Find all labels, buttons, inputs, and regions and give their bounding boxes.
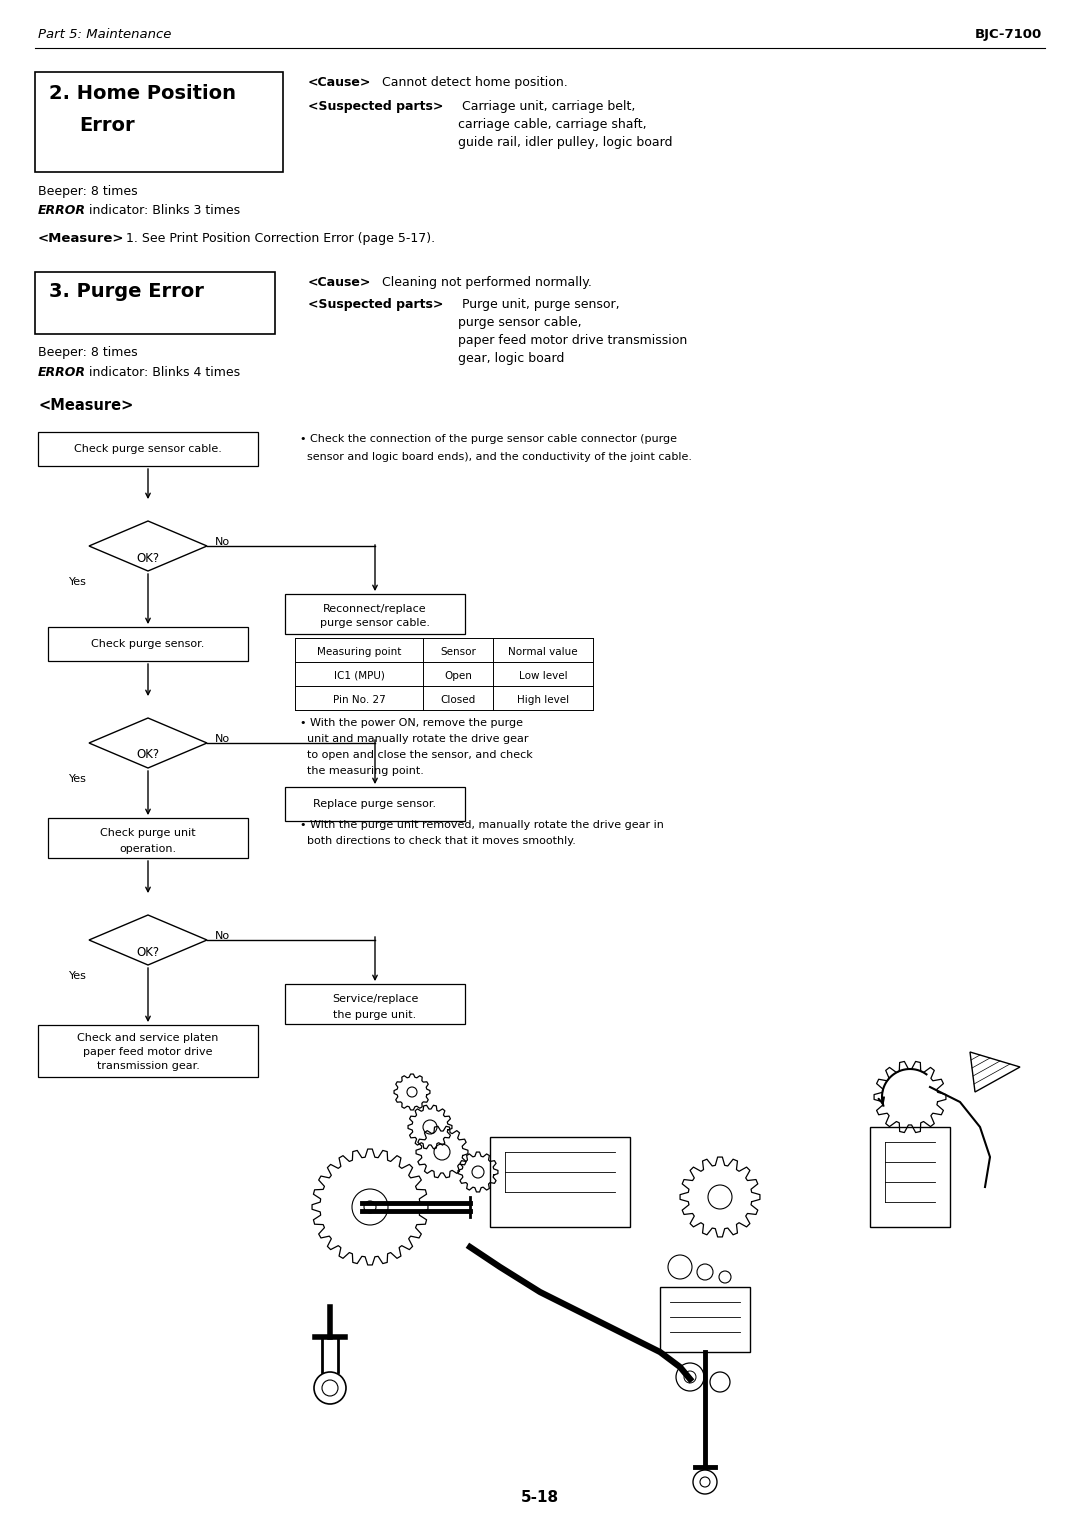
Text: • With the power ON, remove the purge: • With the power ON, remove the purge — [300, 718, 523, 727]
Text: Low level: Low level — [518, 671, 567, 681]
Bar — [660, 1287, 750, 1352]
Text: Sensor: Sensor — [440, 646, 476, 657]
Text: Measuring point: Measuring point — [316, 646, 401, 657]
Text: guide rail, idler pulley, logic board: guide rail, idler pulley, logic board — [458, 136, 673, 150]
Text: Part 5: Maintenance: Part 5: Maintenance — [38, 28, 172, 41]
Text: Service/replace: Service/replace — [332, 995, 418, 1004]
Text: Check purge sensor cable.: Check purge sensor cable. — [75, 445, 221, 454]
Text: Pin No. 27: Pin No. 27 — [333, 695, 386, 704]
Text: to open and close the sensor, and check: to open and close the sensor, and check — [300, 750, 532, 759]
Text: purge sensor cable.: purge sensor cable. — [320, 617, 430, 628]
Text: Yes: Yes — [69, 775, 86, 784]
Bar — [38, 432, 258, 466]
Bar — [490, 1137, 630, 1227]
Text: Replace purge sensor.: Replace purge sensor. — [313, 799, 436, 808]
Text: Closed: Closed — [441, 695, 475, 704]
Text: <Cause>: <Cause> — [308, 277, 372, 289]
Text: Purge unit, purge sensor,: Purge unit, purge sensor, — [458, 298, 620, 312]
Text: the measuring point.: the measuring point. — [300, 766, 423, 776]
Text: <Suspected parts>: <Suspected parts> — [308, 298, 444, 312]
Text: sensor and logic board ends), and the conductivity of the joint cable.: sensor and logic board ends), and the co… — [300, 452, 692, 461]
Polygon shape — [89, 718, 207, 769]
Text: Beeper: 8 times: Beeper: 8 times — [38, 185, 137, 199]
Text: Yes: Yes — [69, 578, 86, 587]
Text: 2. Home Position: 2. Home Position — [49, 84, 237, 102]
Bar — [35, 272, 275, 335]
Text: indicator: Blinks 4 times: indicator: Blinks 4 times — [85, 367, 240, 379]
Text: 5-18: 5-18 — [521, 1490, 559, 1505]
Bar — [285, 984, 465, 1024]
Text: <Measure>: <Measure> — [38, 397, 133, 413]
Bar — [35, 72, 283, 173]
Bar — [870, 1128, 950, 1227]
Text: carriage cable, carriage shaft,: carriage cable, carriage shaft, — [458, 118, 647, 131]
Text: unit and manually rotate the drive gear: unit and manually rotate the drive gear — [300, 733, 528, 744]
Text: paper feed motor drive: paper feed motor drive — [83, 1047, 213, 1057]
Bar — [285, 787, 465, 821]
Text: Cleaning not performed normally.: Cleaning not performed normally. — [378, 277, 592, 289]
Text: <Measure>: <Measure> — [38, 232, 124, 244]
Text: No: No — [215, 931, 230, 941]
Text: paper feed motor drive transmission: paper feed motor drive transmission — [458, 335, 687, 347]
Text: transmission gear.: transmission gear. — [96, 1060, 200, 1071]
Text: IC1 (MPU): IC1 (MPU) — [334, 671, 384, 681]
Text: OK?: OK? — [136, 749, 160, 761]
Text: Reconnect/replace: Reconnect/replace — [323, 604, 427, 614]
Text: 1. See Print Position Correction Error (page 5-17).: 1. See Print Position Correction Error (… — [118, 232, 435, 244]
Polygon shape — [89, 521, 207, 571]
Text: both directions to check that it moves smoothly.: both directions to check that it moves s… — [300, 836, 576, 847]
Text: <Suspected parts>: <Suspected parts> — [308, 99, 444, 113]
Bar — [48, 817, 248, 859]
Bar — [48, 626, 248, 662]
Text: Cannot detect home position.: Cannot detect home position. — [378, 76, 568, 89]
Text: ERROR: ERROR — [38, 367, 86, 379]
Text: Check purge unit: Check purge unit — [100, 828, 195, 837]
Polygon shape — [89, 915, 207, 966]
Text: • Check the connection of the purge sensor cable connector (purge: • Check the connection of the purge sens… — [300, 434, 677, 445]
Bar — [285, 594, 465, 634]
Bar — [38, 1025, 258, 1077]
Text: 3. Purge Error: 3. Purge Error — [49, 283, 204, 301]
Text: No: No — [215, 536, 230, 547]
Text: Open: Open — [444, 671, 472, 681]
Text: BJC-7100: BJC-7100 — [975, 28, 1042, 41]
Text: Normal value: Normal value — [509, 646, 578, 657]
Text: Beeper: 8 times: Beeper: 8 times — [38, 345, 137, 359]
Text: purge sensor cable,: purge sensor cable, — [458, 316, 582, 329]
Text: OK?: OK? — [136, 552, 160, 564]
Text: • With the purge unit removed, manually rotate the drive gear in: • With the purge unit removed, manually … — [300, 821, 664, 830]
Text: Error: Error — [79, 116, 135, 134]
Text: the purge unit.: the purge unit. — [334, 1010, 417, 1021]
Text: High level: High level — [517, 695, 569, 704]
Text: <Cause>: <Cause> — [308, 76, 372, 89]
Text: Yes: Yes — [69, 970, 86, 981]
Text: OK?: OK? — [136, 946, 160, 958]
Text: Check and service platen: Check and service platen — [78, 1033, 218, 1044]
Text: Check purge sensor.: Check purge sensor. — [92, 639, 205, 649]
Text: gear, logic board: gear, logic board — [458, 351, 565, 365]
Text: operation.: operation. — [120, 843, 176, 854]
Text: Carriage unit, carriage belt,: Carriage unit, carriage belt, — [458, 99, 635, 113]
Text: indicator: Blinks 3 times: indicator: Blinks 3 times — [85, 205, 240, 217]
Text: No: No — [215, 733, 230, 744]
Text: ERROR: ERROR — [38, 205, 86, 217]
